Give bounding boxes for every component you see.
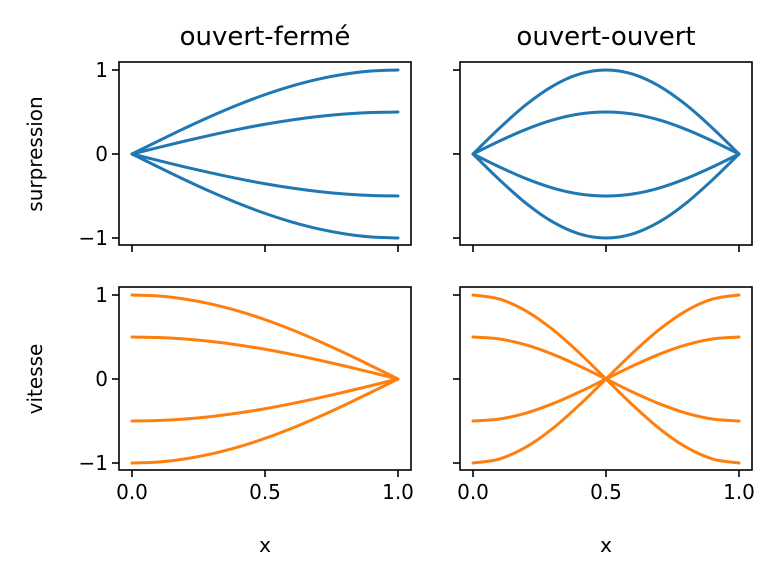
y-tick-label: 0 (95, 367, 108, 391)
panel-open-open-velocity: x 0.0 0.5 1.0 (453, 286, 755, 557)
panel-open-open-pressure: ouvert-ouvert (453, 22, 753, 252)
x-tick-label: 0.0 (116, 480, 148, 504)
panel-open-closed-velocity: vitesse x −1 0 1 0.0 0.5 1.0 (23, 283, 414, 557)
x-tick-label: 0.0 (457, 480, 489, 504)
y-tick-label: 1 (95, 283, 108, 307)
series-line (471, 293, 741, 465)
series-line (130, 377, 400, 423)
axes-frame (118, 61, 412, 246)
y-axis-label: surpression (23, 96, 47, 211)
series-line (130, 335, 400, 381)
series-line (130, 68, 400, 156)
curves (471, 293, 741, 465)
x-ticks: 0.0 0.5 1.0 (116, 470, 414, 504)
y-ticks: −1 0 1 (79, 283, 119, 475)
x-ticks (472, 245, 740, 252)
y-ticks: −1 0 1 (79, 58, 119, 250)
x-axis-label: x (259, 533, 271, 557)
series-line (471, 110, 741, 156)
curves (130, 68, 400, 240)
y-ticks (453, 294, 460, 464)
panel-title: ouvert-fermé (180, 22, 351, 52)
axes-frame (459, 61, 753, 246)
panel-open-closed-pressure: ouvert-fermé surpression −1 0 1 (23, 22, 412, 252)
x-axis-label: x (600, 533, 612, 557)
series-line (130, 110, 400, 156)
series-line (130, 152, 400, 240)
y-axis-label: vitesse (23, 344, 47, 415)
curves (471, 68, 741, 240)
axes-frame (459, 286, 753, 471)
series-line (130, 152, 400, 198)
series-line (471, 152, 741, 240)
series-line (130, 377, 400, 465)
x-tick-label: 0.5 (590, 480, 622, 504)
y-tick-label: −1 (79, 226, 108, 250)
y-tick-label: 0 (95, 142, 108, 166)
curves (130, 293, 400, 465)
x-ticks: 0.0 0.5 1.0 (457, 470, 755, 504)
panel-title: ouvert-ouvert (516, 22, 695, 52)
axes-frame (118, 286, 412, 471)
x-tick-label: 1.0 (382, 480, 414, 504)
y-ticks (453, 69, 460, 239)
series-line (130, 293, 400, 381)
y-tick-label: −1 (79, 451, 108, 475)
x-tick-label: 0.5 (249, 480, 281, 504)
series-line (471, 68, 741, 156)
y-tick-label: 1 (95, 58, 108, 82)
x-ticks (131, 245, 399, 252)
series-line (471, 152, 741, 198)
x-tick-label: 1.0 (723, 480, 755, 504)
